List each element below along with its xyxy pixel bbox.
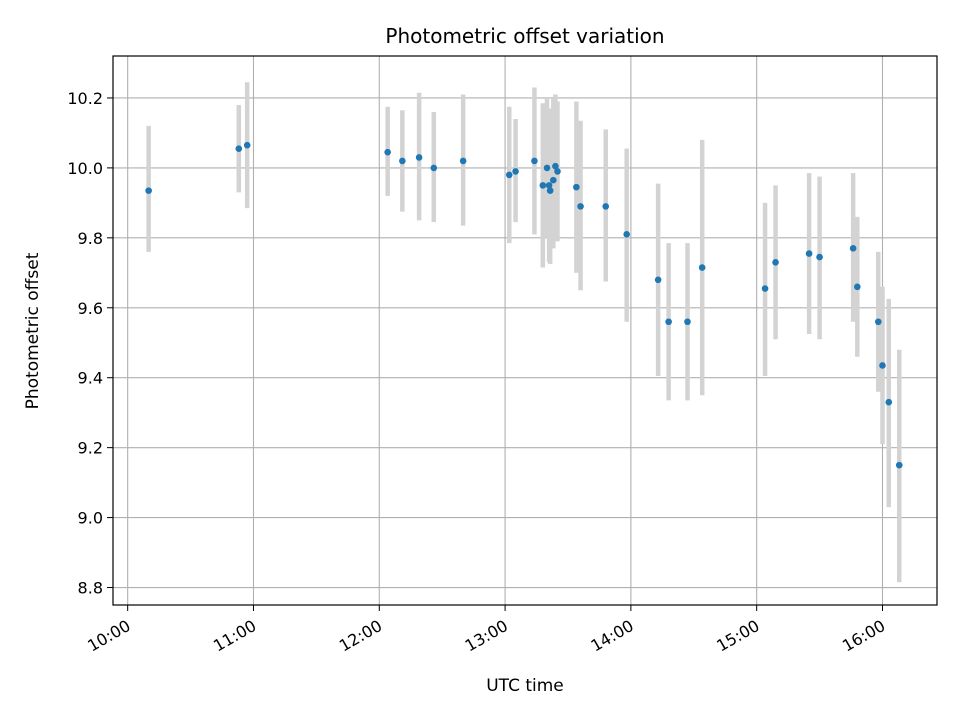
data-points — [145, 141, 903, 469]
data-point — [543, 164, 551, 172]
data-point — [552, 162, 559, 170]
plot-frame — [112, 55, 938, 606]
data-point — [415, 154, 423, 161]
y-tick-label: 10.2 — [67, 89, 103, 108]
y-tick-label: 9.4 — [78, 369, 103, 388]
data-point — [430, 164, 438, 172]
data-point — [684, 318, 691, 326]
data-point — [885, 398, 893, 406]
data-point — [665, 318, 672, 326]
data-point — [512, 168, 519, 175]
y-tick-label: 10.0 — [67, 159, 103, 178]
grid-lines — [113, 56, 937, 605]
data-point — [698, 264, 706, 271]
data-point — [531, 157, 538, 165]
y-axis-ticks: 8.8 9.0 9.2 9.4 9.6 9.8 10.0 10.2 — [67, 89, 113, 598]
data-point — [384, 148, 391, 156]
data-point — [550, 176, 557, 184]
data-point — [546, 187, 554, 194]
data-point — [573, 183, 580, 191]
data-point — [849, 245, 857, 252]
chart-title: Photometric offset variation — [385, 24, 664, 48]
data-point — [623, 231, 630, 238]
data-point — [772, 259, 779, 266]
y-tick-label: 9.6 — [78, 299, 103, 318]
data-point — [816, 253, 823, 261]
y-tick-label: 8.8 — [78, 579, 103, 598]
data-point — [505, 171, 513, 179]
data-point — [145, 187, 152, 194]
data-point — [459, 157, 467, 165]
data-point — [879, 362, 886, 369]
data-point — [654, 276, 662, 284]
data-point — [577, 203, 584, 210]
y-tick-label: 9.2 — [78, 439, 103, 458]
y-tick-label: 9.0 — [78, 509, 103, 528]
x-axis-label: UTC time — [486, 676, 564, 696]
data-point — [602, 203, 610, 210]
data-point — [805, 250, 813, 257]
data-point — [399, 157, 406, 165]
y-axis-label: Photometric offset — [23, 252, 43, 409]
data-point — [874, 318, 882, 326]
data-point — [235, 145, 243, 152]
data-point — [895, 461, 903, 469]
data-point — [761, 285, 769, 292]
data-point — [243, 141, 251, 149]
data-point — [854, 283, 861, 291]
data-point — [539, 182, 547, 189]
data-point — [545, 182, 553, 189]
data-point — [554, 168, 561, 175]
y-tick-label: 9.8 — [78, 229, 103, 248]
